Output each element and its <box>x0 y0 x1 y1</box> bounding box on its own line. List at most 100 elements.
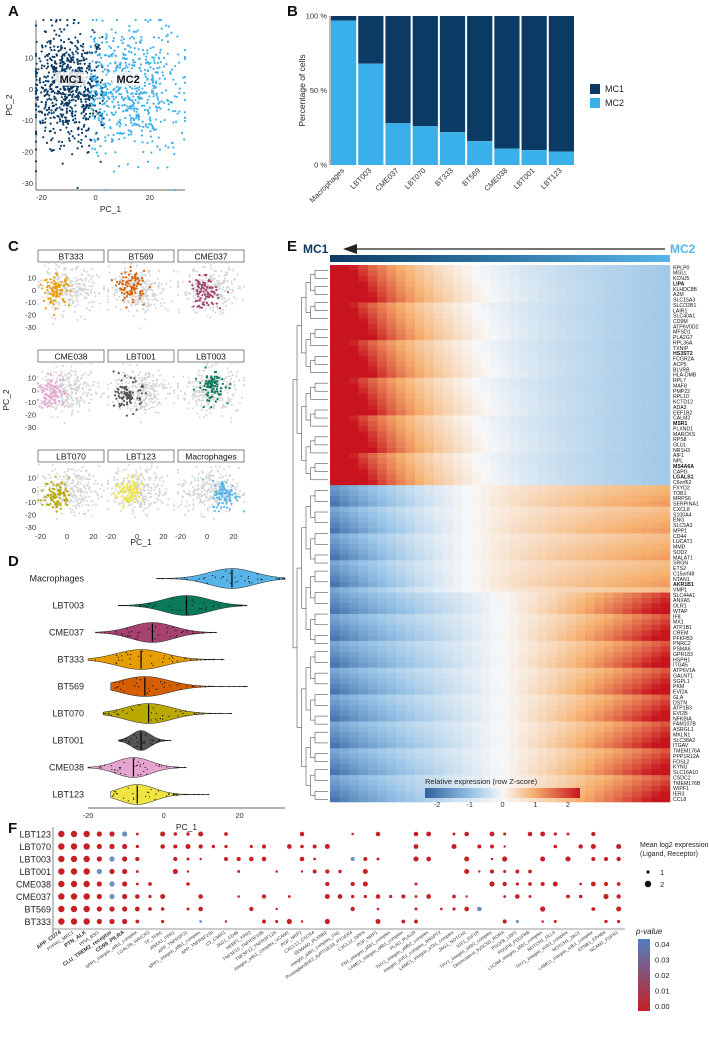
background-point <box>148 384 151 387</box>
background-point <box>148 496 151 499</box>
background-point <box>230 416 233 419</box>
highlight-point <box>122 504 125 507</box>
scatter-point-mc2 <box>143 68 146 71</box>
scatter-point-mc1 <box>68 101 71 104</box>
background-point <box>99 302 102 305</box>
background-point <box>216 499 219 502</box>
scatter-point-mc2 <box>150 124 153 127</box>
background-point <box>50 405 53 408</box>
y-tick-label: -20 <box>25 511 36 520</box>
background-point <box>124 267 127 270</box>
scatter-point-mc1 <box>55 33 58 36</box>
highlight-point <box>120 402 123 405</box>
highlight-point <box>53 276 56 279</box>
highlight-point <box>54 475 57 478</box>
violin-point <box>180 578 182 580</box>
background-point <box>158 269 161 272</box>
background-point <box>82 491 85 494</box>
highlight-point <box>219 498 222 501</box>
background-point <box>157 369 160 372</box>
violin-points <box>157 570 286 584</box>
scatter-point-mc1 <box>73 61 76 64</box>
scatter-point-mc2 <box>117 165 121 168</box>
background-point <box>148 280 151 283</box>
scatter-point-mc1 <box>57 49 60 53</box>
background-point <box>142 476 145 479</box>
background-point <box>82 499 85 502</box>
highlight-point <box>131 298 134 301</box>
highlight-point <box>125 486 128 490</box>
scatter-point-mc2 <box>109 46 113 50</box>
background-point <box>143 287 146 290</box>
background-point <box>87 504 90 507</box>
scatter-point-mc2 <box>159 120 162 123</box>
background-point <box>206 509 209 512</box>
background-point <box>211 364 214 367</box>
background-point <box>162 480 165 483</box>
highlight-point <box>216 398 219 401</box>
background-point <box>192 309 195 312</box>
scatter-point-mc2 <box>91 108 94 111</box>
background-point <box>206 362 209 365</box>
background-point <box>74 462 77 465</box>
scatter-point-mc1 <box>74 104 77 107</box>
background-point <box>132 294 135 297</box>
violin-point <box>119 688 122 690</box>
scatter-point-mc1 <box>53 49 56 52</box>
scatter-point-mc2 <box>125 64 128 67</box>
violin-point <box>127 631 130 633</box>
background-point <box>196 489 199 492</box>
highlight-point <box>36 382 40 385</box>
violin-points <box>102 704 233 721</box>
background-point <box>230 398 233 401</box>
background-point <box>194 282 197 285</box>
violin-point <box>175 635 178 637</box>
scatter-point-mc2 <box>162 65 166 68</box>
background-point <box>166 503 169 506</box>
scatter-point-mc1 <box>78 121 81 124</box>
scatter-point-mc2 <box>104 82 107 85</box>
scatter-point-mc2 <box>91 76 94 79</box>
scatter-point-mc1 <box>46 98 49 101</box>
scatter-point-mc2 <box>178 87 181 90</box>
violin-point <box>127 800 129 802</box>
background-point <box>63 404 66 407</box>
scatter-point-mc2 <box>139 41 142 44</box>
background-point <box>80 499 83 502</box>
background-point <box>70 374 73 377</box>
highlight-point <box>122 288 125 291</box>
violin-category-label: LBT070 <box>52 709 84 719</box>
scatter-point-mc2 <box>89 91 92 94</box>
background-point <box>70 390 73 393</box>
background-point <box>183 482 186 485</box>
scatter-point-mc1 <box>84 98 87 101</box>
background-point <box>88 301 91 304</box>
violin-point <box>136 765 138 767</box>
violin-point <box>103 631 106 633</box>
scatter-point-mc2 <box>93 140 97 143</box>
scatter-point-mc2 <box>144 125 147 128</box>
background-point <box>62 383 65 386</box>
scatter-point-mc2 <box>158 148 162 151</box>
violin-point <box>138 704 140 706</box>
background-point <box>208 479 211 482</box>
label-bg-mc1 <box>55 71 88 86</box>
background-point <box>52 362 55 364</box>
scatter-point-mc2 <box>134 18 137 22</box>
background-point <box>154 307 157 310</box>
highlight-point <box>213 371 217 374</box>
highlight-point <box>118 396 121 399</box>
background-point <box>62 268 65 271</box>
facet-strip <box>37 249 105 263</box>
highlight-point <box>217 503 220 507</box>
highlight-point <box>231 484 234 487</box>
background-point <box>150 502 153 505</box>
violin-point <box>98 767 101 769</box>
highlight-point <box>121 283 125 286</box>
background-point <box>61 314 64 317</box>
background-point <box>202 396 205 399</box>
background-point <box>90 491 93 494</box>
background-point <box>234 388 237 391</box>
scatter-point-mc1 <box>60 44 63 48</box>
bar-mc2 <box>521 150 547 165</box>
